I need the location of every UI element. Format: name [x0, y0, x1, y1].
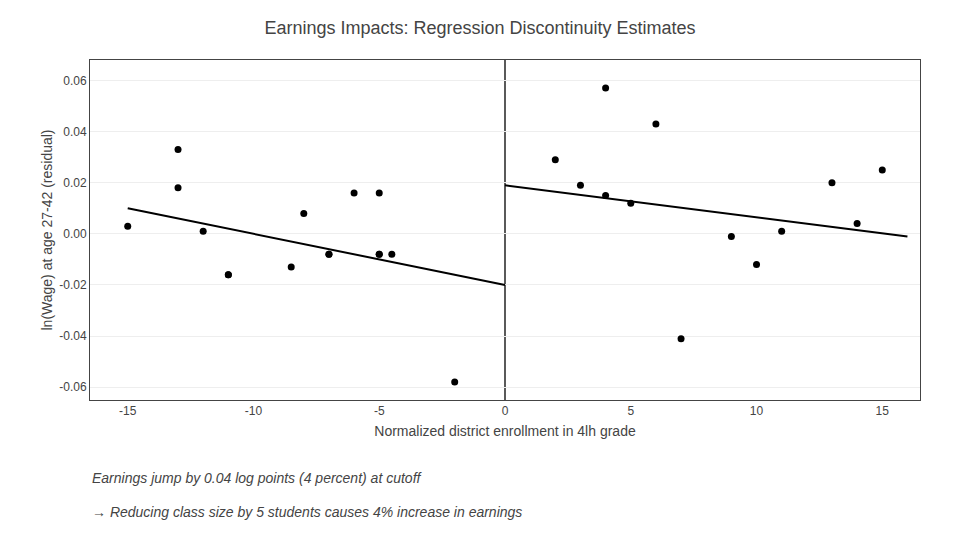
svg-text:0.00: 0.00 — [63, 227, 87, 241]
svg-text:15: 15 — [876, 404, 890, 418]
svg-text:Earnings jump by 0.04 log poin: Earnings jump by 0.04 log points (4 perc… — [92, 470, 423, 486]
svg-text:0.06: 0.06 — [63, 74, 87, 88]
svg-text:-0.02: -0.02 — [59, 278, 87, 292]
svg-text:Normalized district enrollment: Normalized district enrollment in 4lh gr… — [374, 423, 636, 439]
svg-text:Earnings Impacts: Regression D: Earnings Impacts: Regression Discontinui… — [264, 18, 695, 38]
svg-text:0.02: 0.02 — [63, 176, 87, 190]
svg-text:10: 10 — [750, 404, 764, 418]
svg-text:0.04: 0.04 — [63, 125, 87, 139]
svg-text:5: 5 — [627, 404, 634, 418]
svg-text:→ Reducing class size by 5 stu: → Reducing class size by 5 students caus… — [92, 504, 522, 520]
svg-text:-15: -15 — [119, 404, 137, 418]
svg-text:-0.06: -0.06 — [59, 380, 87, 394]
svg-text:-5: -5 — [374, 404, 385, 418]
svg-text:0: 0 — [502, 404, 509, 418]
svg-text:-10: -10 — [245, 404, 263, 418]
svg-text:-0.04: -0.04 — [59, 329, 87, 343]
svg-text:ln(Wage) at age 27-42 (residua: ln(Wage) at age 27-42 (residual) — [39, 129, 55, 330]
